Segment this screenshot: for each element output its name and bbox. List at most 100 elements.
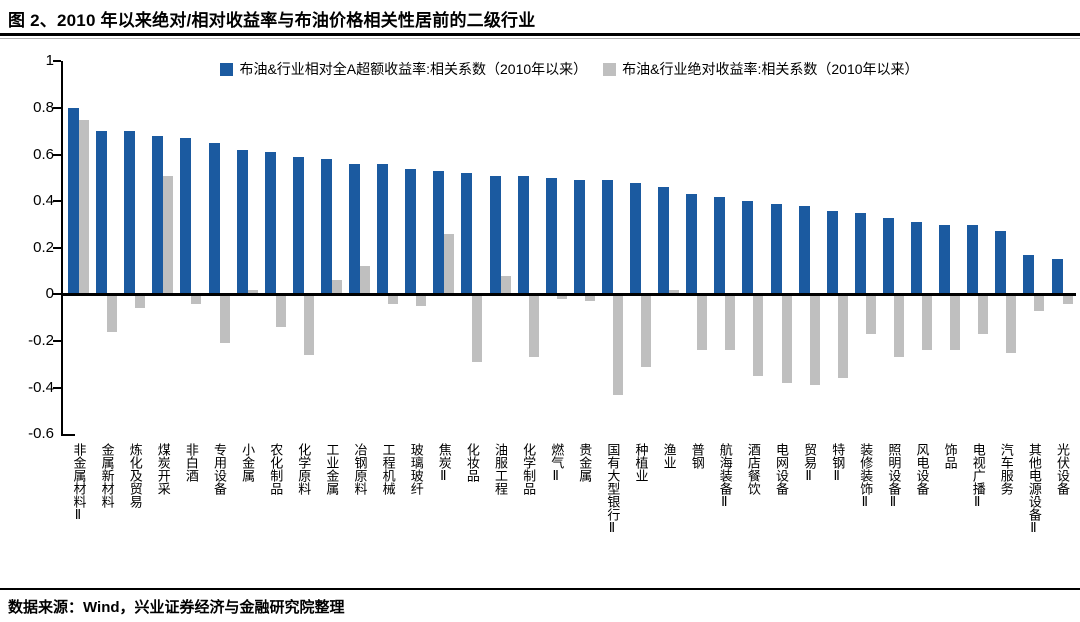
y-axis-tick-label: -0.6 [28, 425, 54, 443]
bar-relative-return-corr [798, 205, 810, 295]
y-axis-tick-label: 0.2 [33, 238, 54, 256]
bar-relative-return-corr [405, 168, 417, 295]
bar-relative-return-corr [264, 152, 276, 295]
bar-absolute-return-corr [612, 294, 623, 395]
y-axis-tick [53, 340, 61, 342]
legend-swatch-relative [220, 62, 234, 76]
legend-label-relative: 布油&行业相对全A超额收益率:相关系数（2010年以来） [239, 61, 588, 77]
bar-absolute-return-corr [331, 280, 342, 295]
legend-item-relative: 布油&行业相对全A超额收益率:相关系数（2010年以来） [220, 59, 587, 79]
bar-absolute-return-corr [1006, 294, 1017, 353]
bar-relative-return-corr [686, 194, 698, 295]
bar-relative-return-corr [995, 231, 1007, 295]
bar-relative-return-corr [292, 156, 304, 295]
axis-corner-stub [61, 434, 75, 436]
y-axis-tick-label: -0.2 [28, 332, 54, 349]
bar-relative-return-corr [826, 210, 838, 295]
bar-absolute-return-corr [1034, 294, 1045, 311]
bar-absolute-return-corr [388, 294, 399, 304]
bar-absolute-return-corr [500, 275, 511, 295]
bar-absolute-return-corr [107, 294, 118, 332]
bar-relative-return-corr [854, 212, 866, 295]
category-label: 装修装饰Ⅱ [858, 443, 874, 510]
category-label: 工程机械 [380, 443, 396, 495]
bar-relative-return-corr [461, 173, 473, 295]
footer-divider [0, 588, 1080, 590]
y-axis-tick-label: 1 [45, 52, 54, 70]
y-axis-tick-label: 0.4 [33, 192, 54, 210]
category-label: 照明设备Ⅱ [886, 443, 902, 510]
category-label: 焦炭Ⅱ [436, 443, 452, 484]
category-label: 农化制品 [268, 443, 284, 495]
bar-absolute-return-corr [135, 294, 146, 309]
bar-relative-return-corr [1051, 259, 1063, 295]
bar-relative-return-corr [573, 180, 585, 295]
category-label: 化妆品 [464, 443, 480, 482]
category-label: 燃气Ⅱ [549, 443, 565, 484]
bar-relative-return-corr [208, 142, 220, 295]
category-label: 炼化及贸易 [127, 443, 143, 508]
legend-label-absolute: 布油&行业绝对收益率:相关系数（2010年以来） [622, 61, 919, 77]
bar-relative-return-corr [433, 170, 445, 295]
bar-absolute-return-corr [275, 294, 286, 327]
category-label: 特钢Ⅱ [830, 443, 846, 484]
bar-relative-return-corr [320, 159, 332, 295]
category-label: 煤炭开采 [155, 443, 171, 495]
title-divider-shadow [0, 38, 1080, 39]
category-label: 酒店餐饮 [745, 443, 761, 495]
bar-absolute-return-corr [837, 294, 848, 379]
bar-relative-return-corr [517, 175, 529, 295]
bar-absolute-return-corr [528, 294, 539, 358]
y-axis-tick [53, 246, 61, 249]
legend-swatch-absolute [603, 62, 617, 76]
bar-relative-return-corr [377, 163, 389, 295]
bar-absolute-return-corr [753, 294, 764, 376]
bar-absolute-return-corr [978, 294, 989, 334]
bar-absolute-return-corr [922, 294, 932, 351]
bar-absolute-return-corr [444, 233, 455, 295]
category-label: 种植业 [633, 443, 649, 482]
y-axis-tick-label: 0 [45, 285, 54, 303]
category-label: 电视广播Ⅱ [970, 443, 986, 510]
bar-absolute-return-corr [163, 175, 174, 295]
category-label: 非白酒 [183, 443, 199, 482]
legend-item-absolute: 布油&行业绝对收益率:相关系数（2010年以来） [603, 59, 919, 79]
bar-relative-return-corr [882, 217, 894, 295]
bar-relative-return-corr [658, 187, 670, 295]
bar-relative-return-corr [152, 135, 164, 295]
y-axis-tick [53, 107, 61, 109]
y-axis-tick [53, 293, 61, 296]
bar-absolute-return-corr [191, 294, 202, 304]
category-label: 专用设备 [212, 443, 227, 495]
y-axis-tick-label: 0.8 [33, 99, 54, 116]
bar-absolute-return-corr [247, 289, 258, 295]
bar-relative-return-corr [180, 138, 192, 295]
bar-relative-return-corr [742, 201, 754, 295]
category-label: 汽车服务 [998, 443, 1014, 495]
y-axis-tick [53, 153, 61, 156]
bar-relative-return-corr [967, 224, 979, 295]
x-axis-category-labels: 非金属材料Ⅱ 金属新材料 炼化及贸易 煤炭开采 非白酒 专用设备 小金属 农化制品 化学原料 工业… [63, 443, 1076, 595]
bar-chart-plot-area: 布油&行业相对全A超额收益率:相关系数（2010年以来） 布油&行业绝对收益率:… [28, 53, 1076, 441]
bar-relative-return-corr [68, 108, 79, 295]
category-label: 航海装备Ⅱ [717, 443, 733, 510]
category-label: 玻璃玻纤 [408, 443, 424, 495]
bar-absolute-return-corr [669, 289, 680, 295]
zero-baseline [61, 293, 1076, 297]
figure-title: 图 2、2010 年以来绝对/相对收益率与布油价格相关性居前的二级行业 [8, 11, 536, 30]
bar-absolute-return-corr [697, 294, 708, 351]
bar-absolute-return-corr [360, 266, 370, 295]
bar-absolute-return-corr [79, 119, 89, 295]
bar-relative-return-corr [545, 177, 557, 295]
bar-relative-return-corr [1023, 254, 1035, 295]
category-label: 渔业 [661, 443, 677, 469]
bar-relative-return-corr [489, 175, 501, 295]
bar-relative-return-corr [349, 163, 360, 295]
bar-relative-return-corr [770, 203, 782, 295]
bar-absolute-return-corr [781, 294, 792, 383]
y-axis-spine [61, 61, 63, 436]
bar-absolute-return-corr [865, 294, 876, 334]
bar-relative-return-corr [911, 222, 922, 295]
bar-absolute-return-corr [893, 294, 904, 358]
